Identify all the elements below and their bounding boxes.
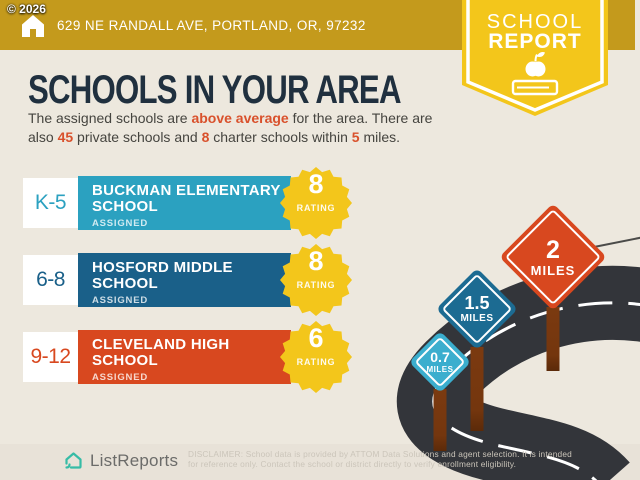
distance-sign-07: 0.7 MILES — [408, 330, 472, 394]
listreports-logo: ListReports — [63, 450, 178, 471]
starburst-icon — [280, 321, 352, 393]
rating-seal: 8 RATING — [278, 242, 354, 318]
school-bar: HOSFORD MIDDLE SCHOOL ASSIGNED — [78, 253, 291, 307]
badge-line2: REPORT — [488, 30, 582, 53]
copyright-watermark: © 2026 — [7, 2, 46, 16]
grade-range: K-5 — [23, 178, 78, 228]
assigned-label: ASSIGNED — [92, 372, 149, 383]
disclaimer-text: DISCLAIMER: School data is provided by A… — [188, 449, 572, 469]
school-card-elementary: K-5 BUCKMAN ELEMENTARY SCHOOL ASSIGNED 8 … — [23, 167, 368, 239]
page-title: SCHOOLS IN YOUR AREA — [28, 68, 401, 112]
sign-unit: MILES — [426, 365, 454, 374]
brand-name: ListReports — [90, 450, 179, 470]
school-card-middle: 6-8 HOSFORD MIDDLE SCHOOL ASSIGNED 8 RATI… — [23, 244, 368, 316]
rating-label: RATING — [296, 357, 336, 367]
intro-line1: The assigned schools are above average f… — [28, 110, 433, 126]
sign-unit: MILES — [530, 262, 576, 278]
rating-seal: 6 RATING — [278, 319, 354, 395]
sign-unit: MILES — [460, 313, 494, 324]
rating-label: RATING — [296, 280, 336, 290]
rating-value: 8 — [308, 169, 324, 199]
home-icon — [22, 15, 44, 37]
school-name: CLEVELAND HIGH SCHOOL — [92, 336, 230, 369]
assigned-label: ASSIGNED — [92, 295, 149, 306]
grade-range: 6-8 — [23, 255, 78, 305]
sign-post — [546, 307, 560, 371]
starburst-icon — [280, 167, 352, 239]
intro-text: The assigned schools are above average f… — [28, 109, 468, 147]
rating-label: RATING — [296, 203, 336, 213]
sign-distance: 2 — [546, 235, 560, 264]
intro-line2: also 45 private schools and 8 charter sc… — [28, 129, 401, 145]
starburst-icon — [280, 244, 352, 316]
badge-line1: SCHOOL — [487, 11, 583, 33]
school-name: BUCKMAN ELEMENTARY SCHOOL — [92, 182, 281, 215]
listreports-house-icon — [65, 452, 82, 469]
school-bar: CLEVELAND HIGH SCHOOL ASSIGNED — [78, 330, 291, 384]
distance-sign-2: 2 MILES — [499, 203, 607, 311]
sign-post — [433, 389, 447, 451]
school-card-high: 9-12 CLEVELAND HIGH SCHOOL ASSIGNED 6 RAT… — [23, 321, 368, 393]
apple-book-icon — [511, 52, 559, 96]
property-address: 629 NE RANDALL AVE, PORTLAND, OR, 97232 — [57, 17, 366, 33]
sign-distance: 0.7 — [430, 349, 450, 365]
school-name: HOSFORD MIDDLE SCHOOL — [92, 259, 233, 292]
rating-value: 8 — [308, 246, 324, 276]
school-report-badge: SCHOOL REPORT — [462, 0, 608, 118]
sign-distance: 1.5 — [464, 293, 490, 313]
assigned-label: ASSIGNED — [92, 218, 149, 229]
grade-range: 9-12 — [23, 332, 78, 382]
rating-value: 6 — [308, 323, 324, 353]
rating-seal: 8 RATING — [278, 165, 354, 241]
school-bar: BUCKMAN ELEMENTARY SCHOOL ASSIGNED — [78, 176, 291, 230]
